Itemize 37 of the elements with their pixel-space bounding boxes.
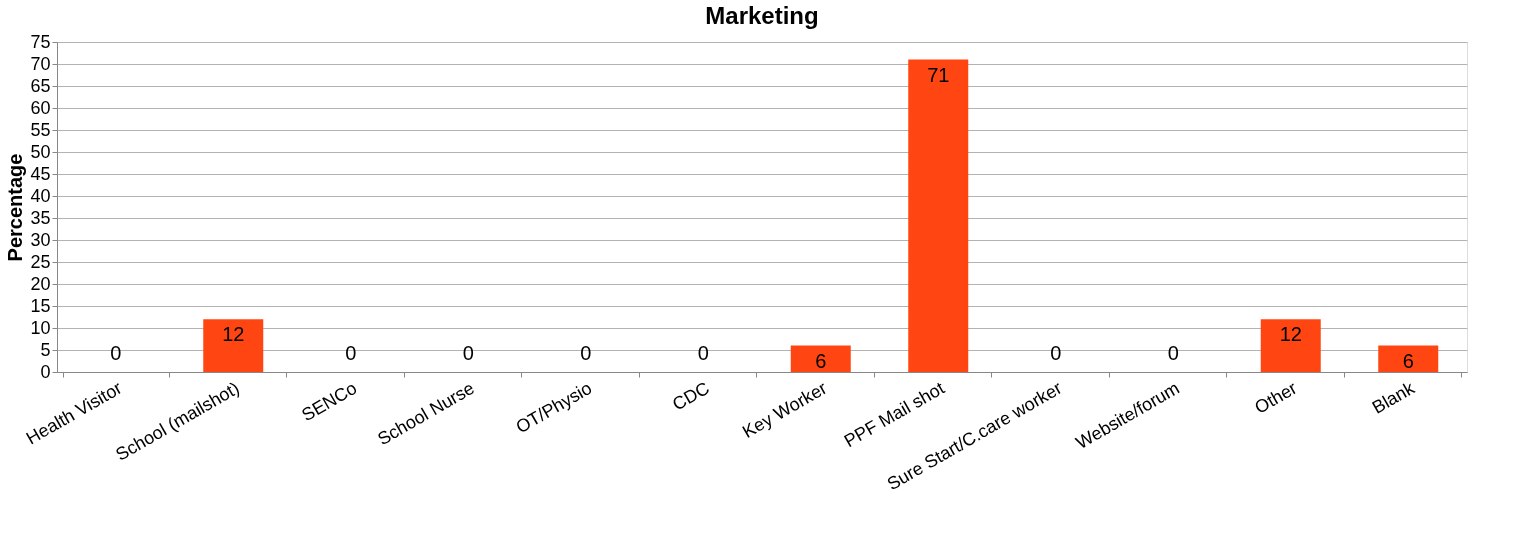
data-label: 0	[462, 342, 474, 364]
y-tick-label: 75	[30, 31, 51, 52]
bar	[908, 59, 969, 372]
y-tick-label: 40	[30, 185, 51, 206]
chart-title: Marketing	[705, 2, 819, 29]
y-tick-label: 5	[40, 339, 51, 360]
y-tick-label: 70	[30, 53, 51, 74]
y-tick-label: 15	[30, 295, 51, 316]
data-label: 0	[697, 342, 709, 364]
data-label: 0	[110, 342, 122, 364]
bar	[1378, 345, 1439, 372]
x-tick-label: CDC	[668, 377, 713, 415]
y-tick-label: 30	[30, 229, 51, 250]
bar	[1260, 319, 1321, 372]
y-tick-label: 45	[30, 163, 51, 184]
y-tick-label: 60	[30, 97, 51, 118]
y-tick-label: 20	[30, 273, 51, 294]
data-label: 0	[1050, 342, 1062, 364]
bar	[203, 319, 264, 372]
data-label: 6	[1402, 349, 1414, 372]
bar	[790, 345, 851, 372]
data-label: 12	[1279, 323, 1302, 346]
data-label: 6	[815, 349, 827, 372]
y-tick-label: 0	[40, 361, 51, 382]
y-tick-label: 25	[30, 251, 51, 272]
y-tick-label: 55	[30, 119, 51, 140]
y-tick-label: 35	[30, 207, 51, 228]
data-label: 71	[927, 63, 950, 86]
y-tick-label: 65	[30, 75, 51, 96]
data-label: 12	[222, 323, 245, 346]
data-label: 0	[1167, 342, 1179, 364]
data-label: 0	[580, 342, 592, 364]
y-tick-label: 10	[30, 317, 51, 338]
x-tick-label: Other	[1251, 377, 1301, 418]
y-tick-label: 50	[30, 141, 51, 162]
y-axis-title: Percentage	[4, 153, 27, 262]
data-label: 0	[345, 342, 357, 364]
